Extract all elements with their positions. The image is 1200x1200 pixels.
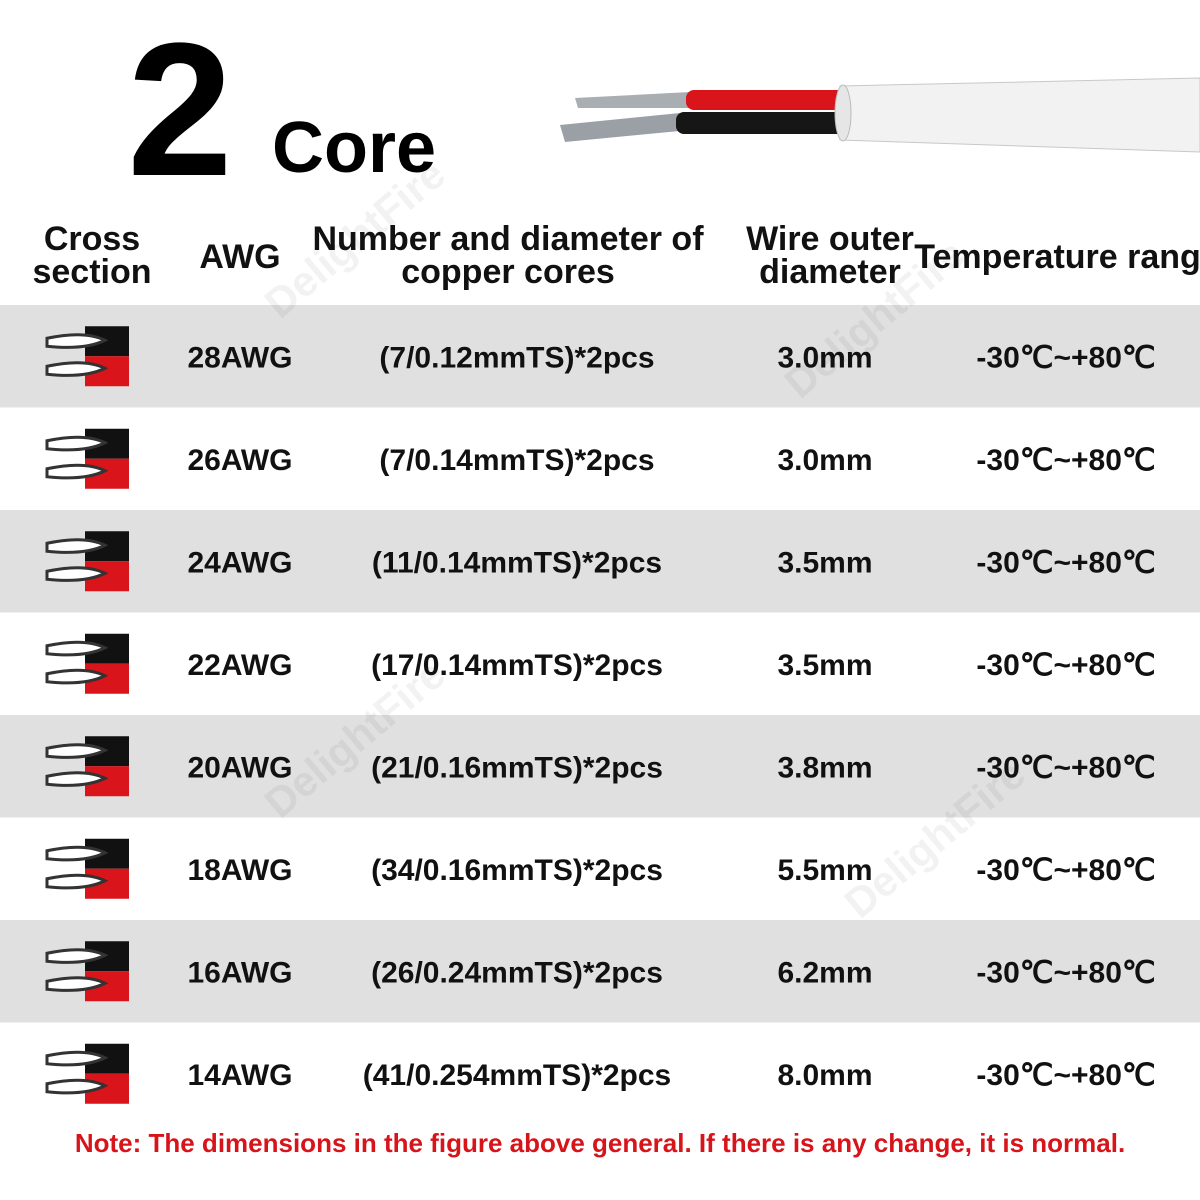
- cell: (17/0.14mmTS)*2pcs: [371, 649, 663, 682]
- icon-wire: [45, 435, 109, 480]
- cell: 5.5mm: [777, 854, 872, 887]
- cell: 3.8mm: [777, 751, 872, 784]
- rows-bg: [0, 305, 1200, 1023]
- cell: (34/0.16mmTS)*2pcs: [371, 854, 663, 887]
- table-body: 28AWG (7/0.12mmTS)*2pcs 3.0mm -30℃~+80℃ 26AW…: [45, 326, 1156, 1104]
- cell: -30℃~+80℃: [976, 444, 1155, 477]
- cell: 16AWG: [187, 956, 292, 989]
- cell: 3.0mm: [777, 341, 872, 374]
- table-header: Cross section AWG Number and diameter of cop…: [32, 220, 1200, 291]
- cross-section-icon: [45, 1043, 129, 1104]
- cross-section-icon: [45, 531, 129, 592]
- cross-section-icon: [45, 326, 129, 387]
- icon-wire: [45, 640, 109, 685]
- cell: (7/0.14mmTS)*2pcs: [379, 444, 654, 477]
- cable-image: [560, 77, 1200, 153]
- cell: 22AWG: [187, 649, 292, 682]
- column-header: Wire outer diameter: [746, 220, 914, 291]
- cell: -30℃~+80℃: [976, 956, 1155, 989]
- cell: -30℃~+80℃: [976, 341, 1155, 374]
- cell: -30℃~+80℃: [976, 546, 1155, 579]
- icon-wire: [45, 845, 109, 890]
- cell: (41/0.254mmTS)*2pcs: [363, 1059, 672, 1092]
- column-header: AWG: [199, 238, 280, 276]
- icon-wire: [45, 1050, 109, 1095]
- cell: -30℃~+80℃: [976, 854, 1155, 887]
- row-band: [0, 510, 1200, 613]
- cell: 6.2mm: [777, 956, 872, 989]
- cell: (7/0.12mmTS)*2pcs: [379, 341, 654, 374]
- row-band: [0, 305, 1200, 408]
- icon-wire: [45, 538, 109, 582]
- icon-wire: [45, 948, 109, 992]
- cell: 24AWG: [187, 546, 292, 579]
- cross-section-icon: [45, 428, 129, 489]
- icon-wire: [45, 743, 109, 787]
- cell: 14AWG: [187, 1059, 292, 1092]
- cell: 3.5mm: [777, 649, 872, 682]
- cross-section-icon: [45, 941, 129, 1002]
- column-header: Cross section: [32, 220, 151, 291]
- cell: 28AWG: [187, 341, 292, 374]
- cell: 20AWG: [187, 751, 292, 784]
- cell: (26/0.24mmTS)*2pcs: [371, 956, 663, 989]
- cell: 8.0mm: [777, 1059, 872, 1092]
- note: Note: The dimensions in the figure above…: [75, 1128, 1125, 1158]
- column-header: Number and diameter of copper cores: [312, 220, 704, 291]
- cell: -30℃~+80℃: [976, 751, 1155, 784]
- cell: -30℃~+80℃: [976, 649, 1155, 682]
- column-header: Temperature range: [914, 238, 1200, 276]
- row-band: [0, 715, 1200, 818]
- cross-section-icon: [45, 633, 129, 694]
- title-word: Core: [272, 108, 436, 188]
- cell: 26AWG: [187, 444, 292, 477]
- cell: 18AWG: [187, 854, 292, 887]
- cross-section-icon: [45, 838, 129, 899]
- cell: -30℃~+80℃: [976, 1059, 1155, 1092]
- cell: 3.0mm: [777, 444, 872, 477]
- title-number: 2: [127, 4, 233, 216]
- cell: (21/0.16mmTS)*2pcs: [371, 751, 663, 784]
- cell: 3.5mm: [777, 546, 872, 579]
- row-band: [0, 920, 1200, 1023]
- cross-section-icon: [45, 736, 129, 797]
- cell: (11/0.14mmTS)*2pcs: [372, 546, 662, 579]
- icon-wire: [45, 333, 109, 377]
